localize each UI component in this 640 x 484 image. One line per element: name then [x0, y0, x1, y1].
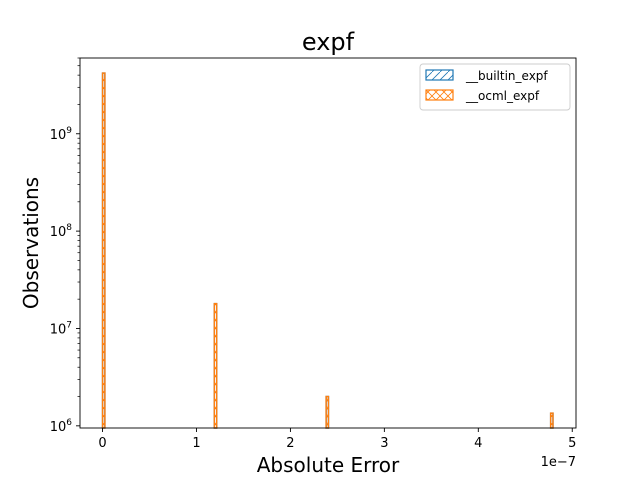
histogram-bar — [549, 412, 554, 429]
axes-frame — [79, 57, 577, 429]
legend-swatch — [425, 89, 454, 101]
y-tick-label: 106 — [50, 418, 73, 435]
x-axis-ticks: 0 1 2 3 4 5 — [98, 428, 576, 451]
legend-swatch — [425, 69, 454, 81]
legend-box — [419, 63, 571, 111]
x-tick-label: 1 — [192, 436, 200, 451]
x-axis-label: Absolute Error — [257, 453, 400, 477]
y-tick-label: 108 — [50, 223, 73, 240]
x-tick-label: 5 — [568, 436, 576, 451]
x-axis-offset-label: 1e−7 — [541, 455, 576, 470]
histogram-bar — [213, 302, 218, 429]
histogram-bar — [325, 395, 330, 429]
bars-layer — [101, 72, 554, 429]
x-tick-label: 3 — [380, 436, 388, 451]
y-tick-label: 109 — [50, 126, 73, 143]
legend-label: __builtin_expf — [465, 69, 548, 83]
y-axis-ticks: 106 107 108 109 — [50, 57, 80, 435]
legend-label: __ocml_expf — [465, 89, 540, 103]
x-tick-label: 4 — [474, 436, 482, 451]
x-tick-label: 2 — [286, 436, 294, 451]
legend: __builtin_expf __ocml_expf — [419, 63, 571, 111]
x-tick-label: 0 — [98, 436, 106, 451]
chart-title: expf — [302, 28, 355, 56]
histogram-bar — [101, 72, 106, 429]
y-axis-label: Observations — [19, 177, 43, 309]
y-tick-label: 107 — [50, 320, 72, 337]
